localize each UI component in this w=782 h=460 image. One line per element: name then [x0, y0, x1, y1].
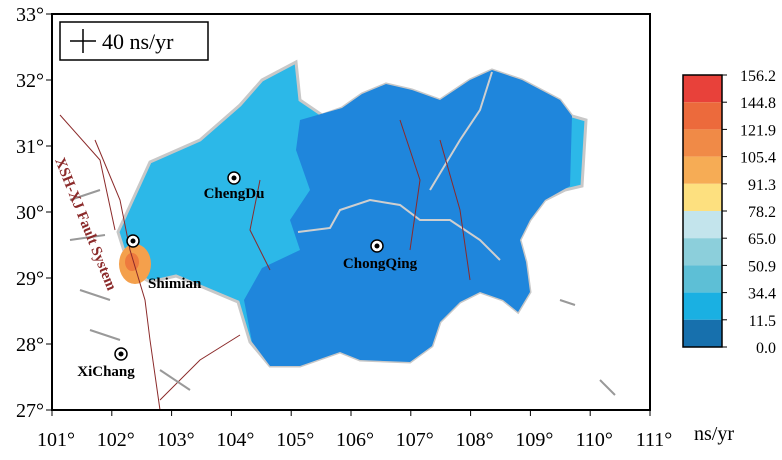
colorbar-swatch	[683, 75, 722, 103]
arrow	[559, 299, 576, 306]
colorbar-unit: ns/yr	[694, 423, 734, 445]
scale-label: 40 ns/yr	[102, 29, 174, 54]
city-label: XiChang	[77, 364, 135, 380]
arrow	[159, 369, 191, 391]
colorbar-swatch	[683, 156, 722, 184]
fault	[399, 119, 421, 251]
colorbar-label: 11.5	[749, 313, 776, 330]
map	[59, 59, 616, 411]
fault	[59, 114, 116, 231]
colorbar-swatch	[683, 183, 722, 211]
colorbar-swatch	[683, 102, 722, 130]
arrow	[89, 329, 121, 341]
x-tick-label: 106°	[336, 429, 374, 451]
arrow	[69, 234, 106, 241]
colorbar-swatch	[683, 238, 722, 266]
y-tick-label: 33°	[16, 4, 44, 26]
y-tick-label: 29°	[16, 268, 44, 290]
colorbar-label: 144.8	[740, 95, 776, 112]
y-tick-label: 31°	[16, 136, 44, 158]
city-label: ChongQing	[343, 256, 418, 272]
faults	[59, 114, 471, 411]
arrow	[69, 189, 101, 201]
y-tick-label: 27°	[16, 400, 44, 422]
strain-peak	[125, 253, 139, 271]
city-marker-dot	[118, 351, 124, 357]
colorbar-label: 78.2	[748, 204, 776, 221]
scale-arrow	[70, 29, 96, 53]
colorbar-swatch	[683, 129, 722, 157]
fault	[94, 139, 161, 411]
colorbar-swatch	[683, 265, 722, 293]
x-tick-label: 109°	[515, 429, 553, 451]
fault	[439, 139, 471, 281]
city-marker-dot	[231, 175, 237, 181]
colorbar-label: 121.9	[740, 122, 776, 139]
x-tick-label: 102°	[97, 429, 135, 451]
colorbar-swatch	[683, 319, 722, 347]
colorbar-label: 0.0	[756, 340, 776, 357]
y-tick-label: 28°	[16, 334, 44, 356]
colorbar-label: 50.9	[748, 258, 776, 275]
x-tick-label: 108°	[456, 429, 494, 451]
y-tick-label: 32°	[16, 70, 44, 92]
province-border	[297, 198, 501, 261]
x-tick-label: 110°	[576, 429, 613, 451]
fault	[159, 334, 241, 401]
colorbar-label: 156.2	[740, 68, 776, 85]
x-tick-label: 105°	[276, 429, 314, 451]
colorbar-label: 65.0	[748, 231, 776, 248]
velocity-arrows	[69, 189, 616, 396]
colorbar-swatch	[683, 292, 722, 320]
colorbar-label: 91.3	[748, 177, 776, 194]
x-tick-label: 104°	[216, 429, 254, 451]
province-border	[429, 71, 493, 191]
basin-dark	[244, 70, 572, 366]
arrow	[79, 289, 111, 301]
city-marker-dot	[374, 243, 380, 249]
x-tick-label: 101°	[37, 429, 75, 451]
arrow	[599, 379, 616, 396]
colorbar-label: 34.4	[748, 286, 776, 303]
city-marker-dot	[130, 238, 136, 244]
colorbar-label: 105.4	[740, 150, 776, 167]
city-label: ChengDu	[204, 186, 265, 202]
city-label: Shimian	[148, 276, 202, 292]
x-tick-label: 103°	[157, 429, 195, 451]
x-tick-label: 107°	[396, 429, 434, 451]
colorbar-swatch	[683, 211, 722, 239]
fault	[249, 179, 271, 271]
y-tick-label: 30°	[16, 202, 44, 224]
x-tick-label: 111°	[636, 429, 673, 451]
